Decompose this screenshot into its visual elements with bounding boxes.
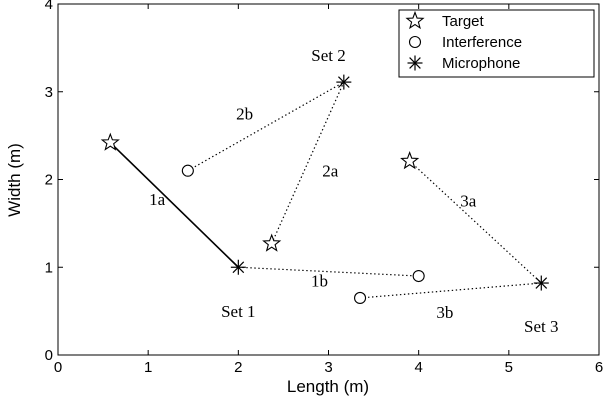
- y-tick-label: 3: [45, 84, 53, 101]
- annotation-label: Set 3: [524, 317, 558, 336]
- y-tick-label: 0: [45, 347, 53, 364]
- microphone-marker: [336, 74, 352, 90]
- x-tick-label: 1: [144, 359, 152, 376]
- segment-1a: [109, 142, 239, 268]
- interference-marker: [181, 164, 194, 177]
- x-tick-label: 4: [414, 359, 422, 376]
- annotation-label: 2a: [322, 162, 339, 181]
- legend-label: Interference: [442, 34, 522, 51]
- y-tick-label: 1: [45, 259, 53, 276]
- x-tick-label: 2: [234, 359, 242, 376]
- point-markers: [100, 74, 549, 305]
- legend-box: [398, 9, 595, 78]
- circle-icon: [408, 35, 422, 49]
- x-tick-label: 0: [54, 359, 62, 376]
- annotation-label: 3a: [460, 192, 477, 211]
- x-tick-label: 6: [595, 359, 603, 376]
- axis-ticks: 0 1 2 3 4 5 6 0 1 2 3 4: [45, 0, 604, 376]
- annotation-label: 2b: [236, 105, 253, 124]
- x-axis-title: Length (m): [287, 377, 369, 396]
- microphone-marker: [230, 259, 246, 275]
- y-axis-title: Width (m): [5, 143, 24, 217]
- annotation-label: 1a: [149, 190, 166, 209]
- y-tick-label: 2: [45, 172, 53, 189]
- connector-lines: [109, 81, 542, 299]
- annotation-label: Set 1: [221, 302, 255, 321]
- segment-2a: [271, 81, 345, 244]
- annotation-label: 3b: [436, 303, 453, 322]
- legend: Target Interference Microphone: [398, 9, 595, 78]
- y-tick-label: 4: [45, 0, 53, 13]
- target-marker: [262, 233, 282, 252]
- x-tick-label: 5: [505, 359, 513, 376]
- interference-marker: [354, 291, 367, 305]
- annotations: 1a 1b 2a 2b 3a 3b Set 1 Set 2 Set 3: [149, 46, 558, 336]
- annotation-label: Set 2: [311, 46, 345, 65]
- star-icon: [405, 10, 425, 30]
- microphone-marker: [533, 275, 549, 291]
- target-marker: [400, 151, 420, 170]
- legend-label: Microphone: [442, 55, 520, 72]
- asterisk-icon: [407, 55, 423, 71]
- interference-marker: [412, 269, 425, 283]
- target-marker: [100, 132, 120, 151]
- x-tick-label: 3: [324, 359, 332, 376]
- annotation-label: 1b: [311, 271, 328, 290]
- legend-label: Target: [442, 13, 485, 30]
